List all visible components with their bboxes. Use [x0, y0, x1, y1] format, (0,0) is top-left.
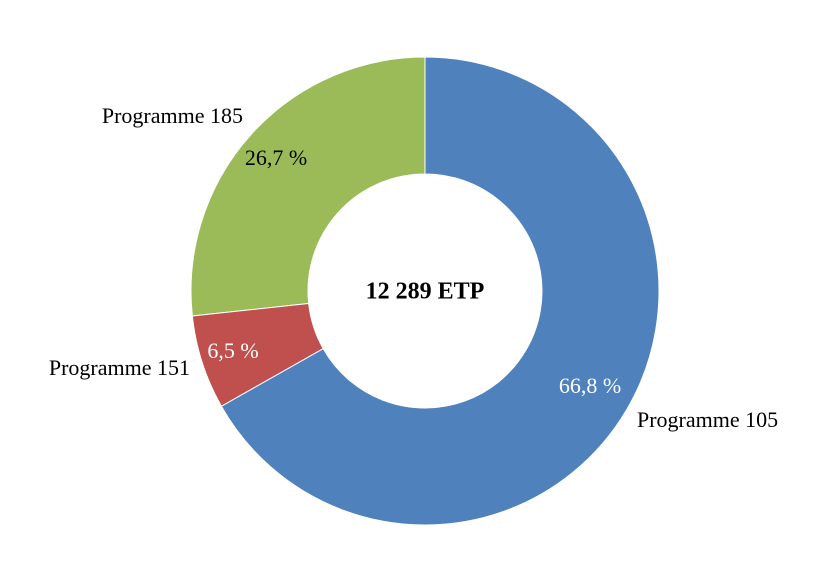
- category-label: Programme 105: [637, 407, 778, 432]
- center-label: 12 289 ETP: [366, 279, 485, 305]
- category-label: Programme 151: [49, 355, 190, 380]
- slice: [190, 56, 426, 317]
- category-label: Programme 185: [102, 103, 243, 128]
- slice: [191, 302, 324, 407]
- data-label: 66,8 %: [559, 373, 621, 398]
- data-label: 6,5 %: [207, 338, 258, 363]
- data-label: 26,7 %: [245, 145, 307, 170]
- slice: [220, 56, 660, 526]
